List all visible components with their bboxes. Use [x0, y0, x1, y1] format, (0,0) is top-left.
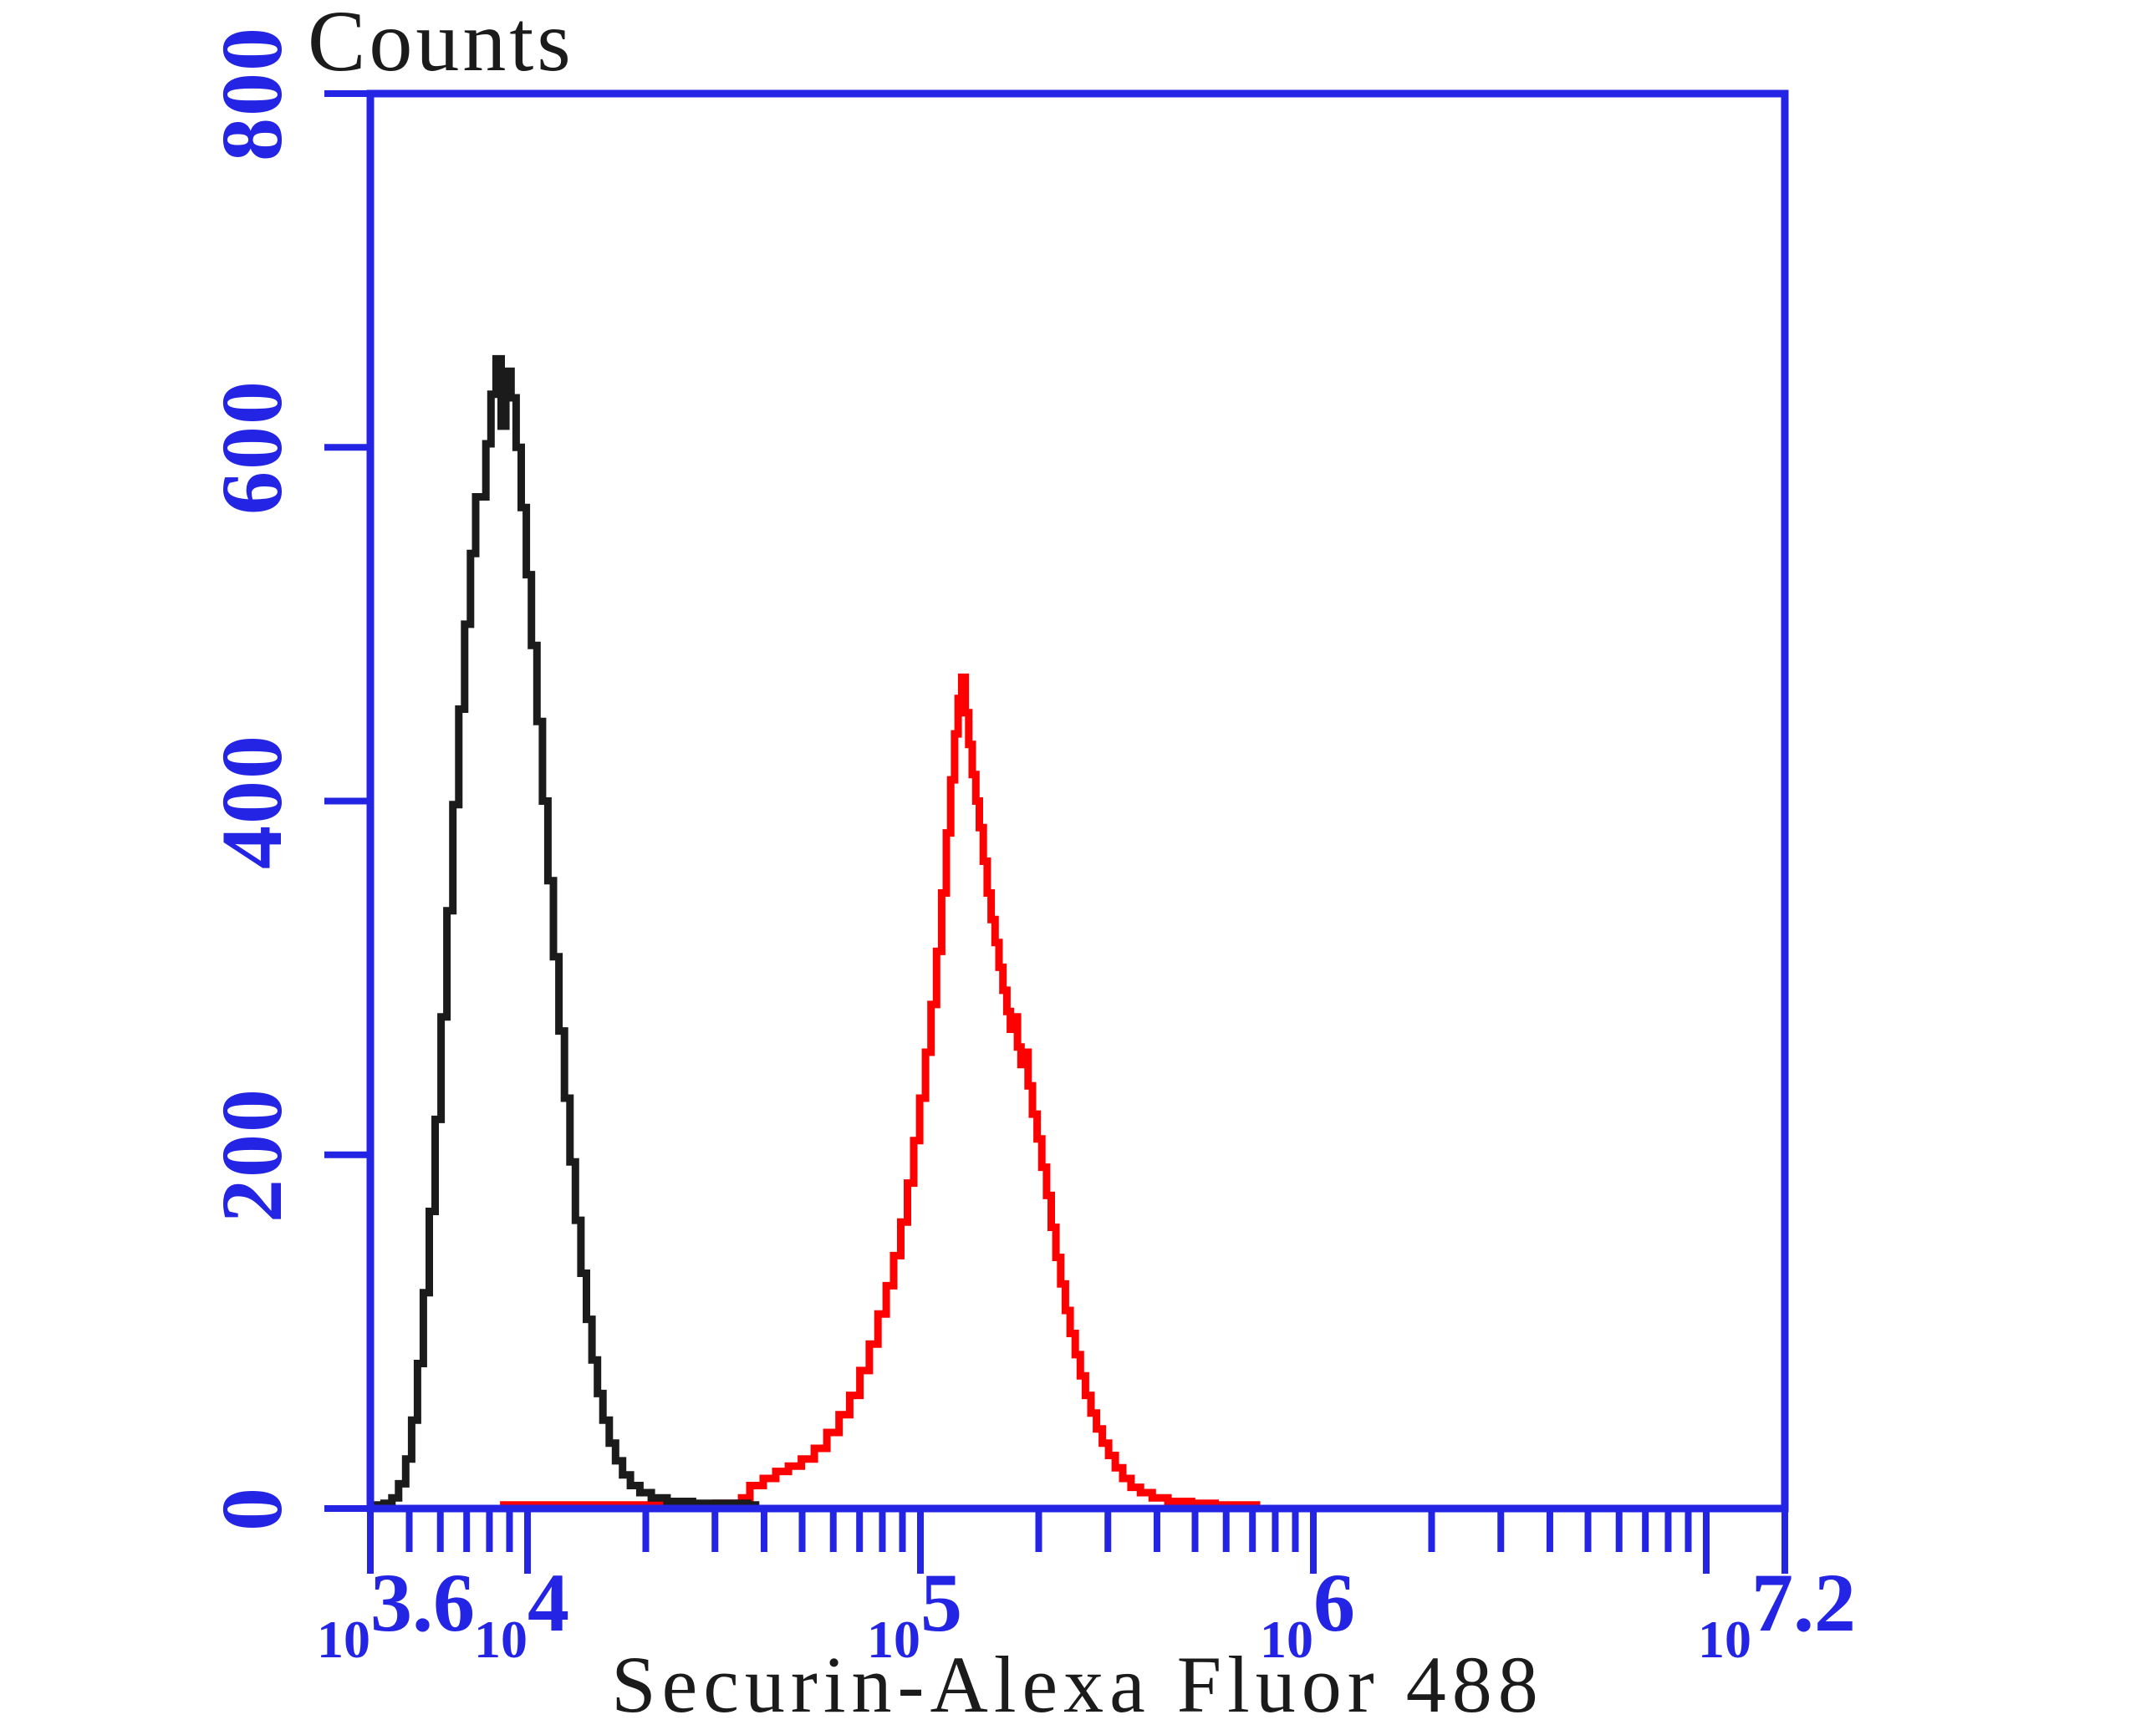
x-tick-exponent: 5: [920, 1556, 962, 1649]
red-histogram-curve: [500, 673, 1261, 1509]
y-tick-label: 800: [204, 26, 300, 161]
y-tick-label: 200: [204, 1086, 300, 1223]
x-tick-base: 10: [474, 1610, 528, 1669]
x-tick-label: 10 3.6: [317, 1561, 475, 1666]
x-tick-exponent: 7.2: [1751, 1556, 1856, 1649]
x-tick-base: 10: [1698, 1610, 1751, 1669]
y-axis-title: Counts: [308, 0, 574, 89]
x-tick-exponent: 6: [1313, 1556, 1355, 1649]
y-tick-label: 0: [204, 1486, 300, 1531]
x-tick-label: 10 6: [1260, 1561, 1355, 1666]
y-axis-ticks: [324, 90, 370, 1512]
x-tick-base: 10: [867, 1610, 920, 1669]
x-tick-exponent: 4: [528, 1556, 569, 1649]
y-tick-label: 600: [204, 379, 300, 516]
x-axis-title: Securin-Alexa Fluor 488: [611, 1640, 1544, 1729]
black-histogram-curve: [370, 354, 760, 1509]
plot-border: [366, 89, 1789, 1513]
x-tick-exponent: 3.6: [370, 1556, 475, 1649]
x-tick-label: 10 5: [867, 1561, 962, 1666]
x-tick-label: 10 7.2: [1698, 1561, 1856, 1666]
x-tick-label: 10 4: [474, 1561, 569, 1666]
x-tick-base: 10: [317, 1610, 370, 1669]
x-tick-base: 10: [1260, 1610, 1313, 1669]
y-tick-label: 400: [204, 733, 300, 869]
x-axis-ticks: [367, 1509, 1788, 1574]
